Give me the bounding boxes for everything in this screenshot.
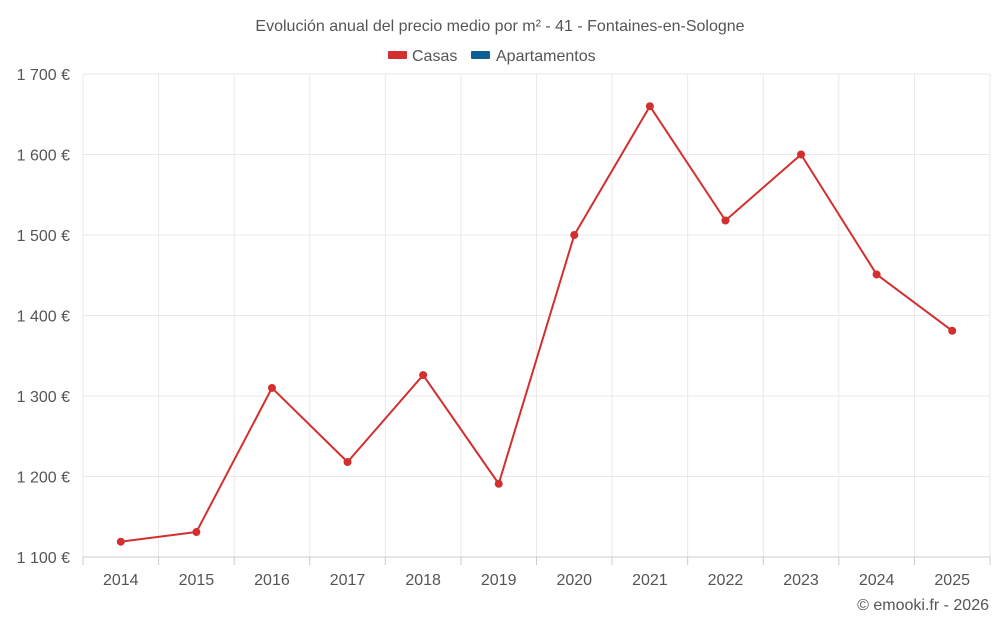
data-point[interactable] bbox=[494, 479, 503, 488]
chart-title: Evolución anual del precio medio por m² … bbox=[255, 18, 744, 35]
y-tick-label: 1 400 € bbox=[17, 309, 70, 326]
x-tick-label: 2020 bbox=[556, 572, 592, 589]
y-tick-label: 1 600 € bbox=[17, 148, 70, 165]
legend-swatch-apartamentos bbox=[471, 51, 490, 59]
y-tick-label: 1 500 € bbox=[17, 228, 70, 245]
x-tick-label: 2024 bbox=[859, 572, 895, 589]
series-line-casas bbox=[120, 105, 953, 543]
x-tick-label: 2017 bbox=[330, 572, 366, 589]
legend-swatch-casas bbox=[388, 51, 407, 59]
x-tick-label: 2019 bbox=[481, 572, 517, 589]
credit-text: © emooki.fr - 2026 bbox=[857, 597, 989, 614]
data-point[interactable] bbox=[645, 102, 654, 111]
data-point[interactable] bbox=[570, 231, 579, 239]
data-point[interactable] bbox=[419, 371, 428, 380]
legend: Casas Apartamentos bbox=[388, 48, 596, 65]
axes: 1 100 € 1 200 € 1 300 € 1 400 € 1 500 € 1 600… bbox=[17, 67, 991, 589]
x-tick-label: 2015 bbox=[179, 572, 215, 589]
y-tick-label: 1 700 € bbox=[17, 67, 70, 84]
data-point[interactable] bbox=[116, 537, 125, 546]
series bbox=[116, 102, 957, 546]
grid bbox=[82, 73, 991, 557]
y-tick-label: 1 300 € bbox=[17, 389, 70, 406]
x-tick-label: 2018 bbox=[405, 572, 441, 589]
x-tick-label: 2014 bbox=[103, 572, 139, 589]
data-point[interactable] bbox=[872, 270, 881, 279]
data-point[interactable] bbox=[721, 216, 730, 225]
x-tick-label: 2022 bbox=[708, 572, 744, 589]
x-tick-label: 2021 bbox=[632, 572, 668, 589]
data-point[interactable] bbox=[267, 383, 276, 392]
y-tick-label: 1 200 € bbox=[17, 470, 70, 487]
legend-label-apartamentos[interactable]: Apartamentos bbox=[496, 48, 596, 65]
legend-label-casas[interactable]: Casas bbox=[412, 48, 457, 65]
x-tick-label: 2016 bbox=[254, 572, 290, 589]
data-point[interactable] bbox=[343, 458, 352, 467]
data-point[interactable] bbox=[192, 528, 201, 537]
x-tick-label: 2023 bbox=[783, 572, 819, 589]
data-point[interactable] bbox=[797, 150, 806, 159]
y-tick-label: 1 100 € bbox=[17, 550, 70, 567]
x-tick-label: 2025 bbox=[934, 572, 970, 589]
data-point[interactable] bbox=[948, 326, 957, 335]
